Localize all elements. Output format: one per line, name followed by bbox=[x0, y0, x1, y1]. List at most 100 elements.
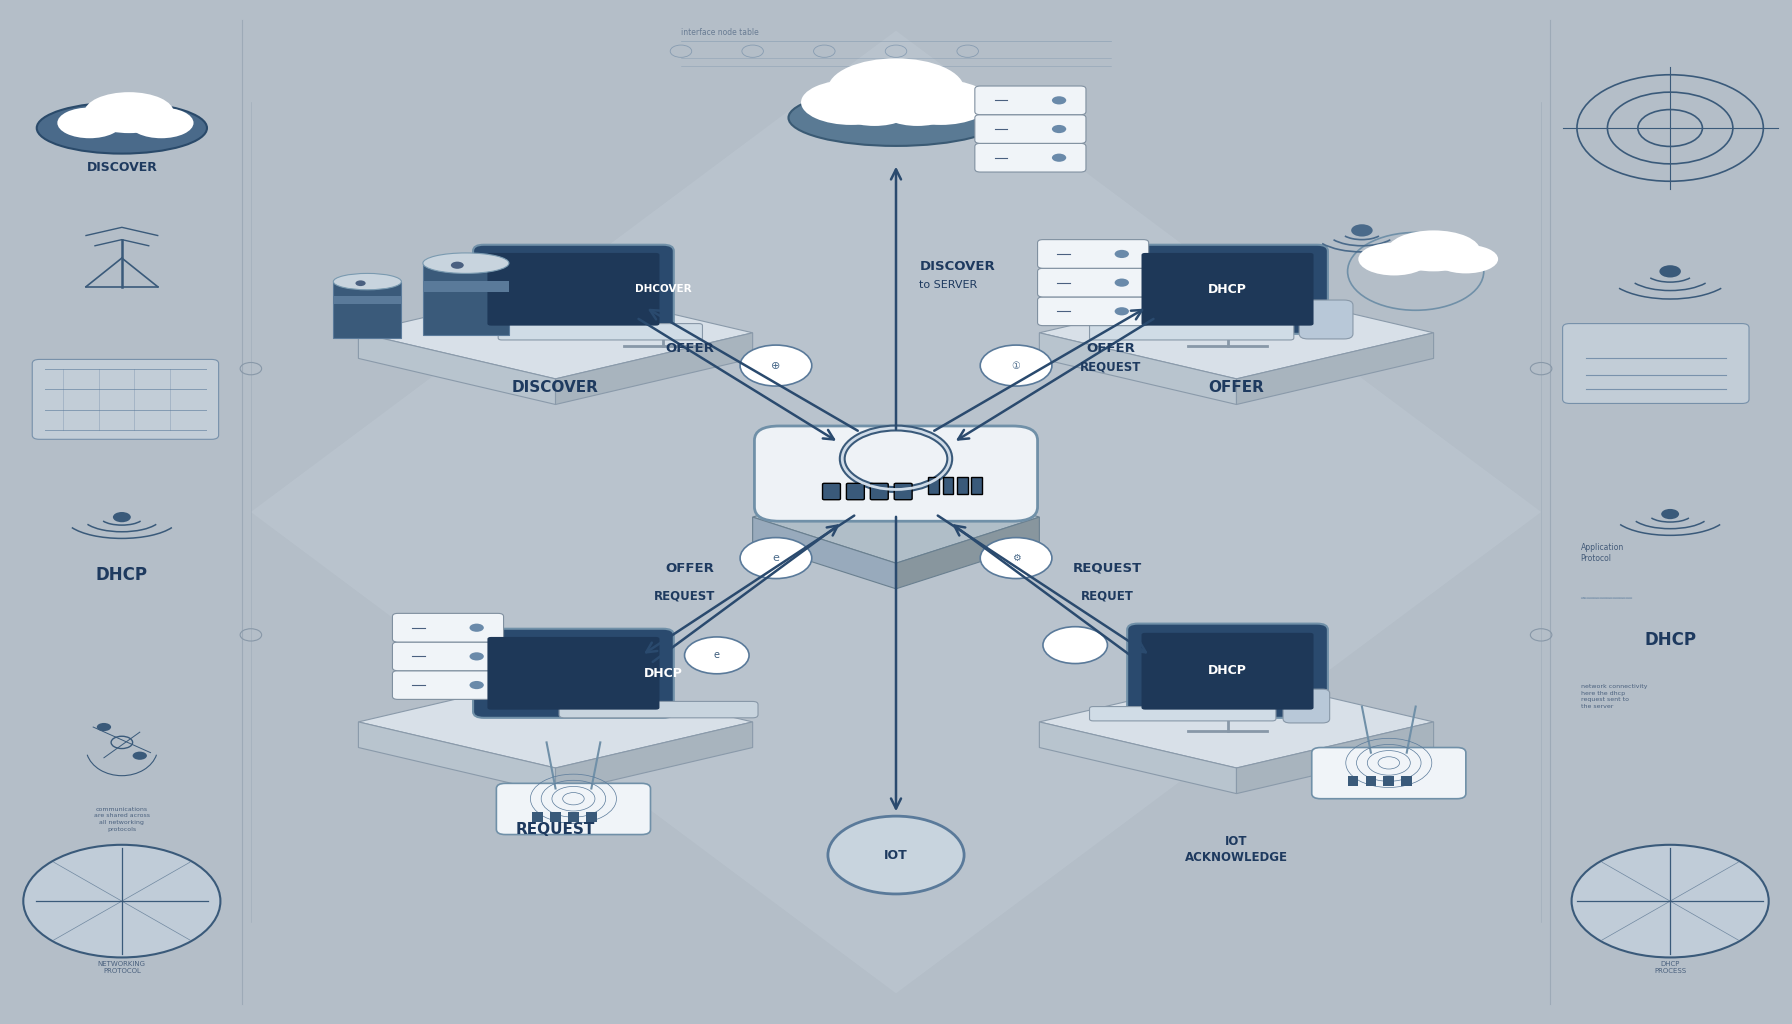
Ellipse shape bbox=[878, 89, 957, 126]
FancyBboxPatch shape bbox=[473, 629, 674, 718]
Polygon shape bbox=[358, 722, 556, 794]
Ellipse shape bbox=[891, 80, 991, 125]
Polygon shape bbox=[1236, 722, 1434, 794]
Ellipse shape bbox=[835, 89, 914, 126]
Circle shape bbox=[470, 681, 484, 689]
FancyBboxPatch shape bbox=[392, 671, 504, 699]
Polygon shape bbox=[753, 471, 1039, 563]
Circle shape bbox=[980, 345, 1052, 386]
FancyBboxPatch shape bbox=[846, 483, 864, 500]
Circle shape bbox=[740, 345, 812, 386]
Text: REQUET: REQUET bbox=[1081, 590, 1134, 602]
Polygon shape bbox=[556, 722, 753, 794]
Text: DHCP: DHCP bbox=[95, 566, 149, 585]
Ellipse shape bbox=[84, 92, 174, 133]
Text: ⚙: ⚙ bbox=[1012, 553, 1020, 563]
Text: DHCP: DHCP bbox=[1643, 631, 1697, 649]
Text: DHCP: DHCP bbox=[643, 667, 683, 680]
Text: DHCOVER: DHCOVER bbox=[634, 285, 692, 294]
Text: DISCOVER: DISCOVER bbox=[919, 260, 995, 272]
FancyBboxPatch shape bbox=[496, 783, 650, 835]
FancyBboxPatch shape bbox=[894, 483, 912, 500]
FancyBboxPatch shape bbox=[1090, 707, 1276, 721]
Text: DHCP: DHCP bbox=[1208, 664, 1247, 677]
Text: IOT: IOT bbox=[883, 849, 909, 861]
FancyBboxPatch shape bbox=[1366, 776, 1376, 786]
Ellipse shape bbox=[333, 273, 401, 290]
Text: IOT
ACKNOWLEDGE: IOT ACKNOWLEDGE bbox=[1185, 836, 1288, 864]
FancyBboxPatch shape bbox=[975, 86, 1086, 115]
FancyBboxPatch shape bbox=[423, 281, 509, 292]
Text: network connectivity
here the dhcp
request sent to
the server: network connectivity here the dhcp reque… bbox=[1581, 684, 1647, 709]
Circle shape bbox=[470, 652, 484, 660]
Polygon shape bbox=[1039, 287, 1434, 379]
Circle shape bbox=[470, 624, 484, 632]
Text: OFFER: OFFER bbox=[665, 562, 715, 574]
Text: DISCOVER: DISCOVER bbox=[513, 380, 599, 394]
FancyBboxPatch shape bbox=[957, 477, 968, 494]
Text: REQUEST: REQUEST bbox=[516, 822, 595, 837]
Text: to SERVER: to SERVER bbox=[919, 280, 978, 290]
Circle shape bbox=[23, 845, 220, 957]
Text: Application
Protocol: Application Protocol bbox=[1581, 543, 1624, 563]
Polygon shape bbox=[556, 333, 753, 404]
Ellipse shape bbox=[452, 261, 464, 268]
Text: REQUEST: REQUEST bbox=[1081, 360, 1142, 373]
FancyBboxPatch shape bbox=[1127, 624, 1328, 718]
Polygon shape bbox=[753, 517, 896, 589]
Ellipse shape bbox=[1358, 243, 1430, 275]
Ellipse shape bbox=[57, 108, 122, 138]
Polygon shape bbox=[251, 31, 1541, 993]
FancyBboxPatch shape bbox=[487, 253, 659, 326]
FancyBboxPatch shape bbox=[1563, 324, 1749, 403]
Circle shape bbox=[1043, 627, 1107, 664]
FancyBboxPatch shape bbox=[487, 637, 659, 710]
Text: NETWORKING
PROTOCOL: NETWORKING PROTOCOL bbox=[99, 961, 145, 975]
FancyBboxPatch shape bbox=[1312, 748, 1466, 799]
Polygon shape bbox=[1039, 333, 1236, 404]
Circle shape bbox=[740, 538, 812, 579]
FancyBboxPatch shape bbox=[550, 812, 561, 822]
FancyBboxPatch shape bbox=[1038, 240, 1149, 268]
Ellipse shape bbox=[129, 108, 194, 138]
FancyBboxPatch shape bbox=[498, 324, 702, 340]
Text: communications
are shared across
all networking
protocols: communications are shared across all net… bbox=[93, 807, 151, 831]
FancyBboxPatch shape bbox=[1283, 689, 1330, 723]
Text: ⊕: ⊕ bbox=[771, 360, 781, 371]
FancyBboxPatch shape bbox=[1383, 776, 1394, 786]
FancyBboxPatch shape bbox=[32, 359, 219, 439]
Circle shape bbox=[980, 538, 1052, 579]
Polygon shape bbox=[896, 517, 1039, 589]
FancyBboxPatch shape bbox=[943, 477, 953, 494]
Ellipse shape bbox=[1434, 245, 1498, 273]
Circle shape bbox=[1052, 154, 1066, 162]
FancyBboxPatch shape bbox=[423, 263, 509, 335]
FancyBboxPatch shape bbox=[1142, 253, 1314, 326]
Polygon shape bbox=[358, 333, 556, 404]
Polygon shape bbox=[1236, 333, 1434, 404]
Ellipse shape bbox=[423, 253, 509, 273]
Circle shape bbox=[828, 816, 964, 894]
Circle shape bbox=[1115, 307, 1129, 315]
Circle shape bbox=[1661, 509, 1679, 519]
FancyBboxPatch shape bbox=[392, 642, 504, 671]
Text: DHCP
PROCESS: DHCP PROCESS bbox=[1654, 961, 1686, 975]
Ellipse shape bbox=[1387, 230, 1480, 271]
FancyBboxPatch shape bbox=[928, 477, 939, 494]
Text: interface node table: interface node table bbox=[681, 29, 758, 37]
FancyBboxPatch shape bbox=[559, 701, 758, 718]
Text: OFFER: OFFER bbox=[665, 342, 715, 354]
FancyBboxPatch shape bbox=[975, 143, 1086, 172]
FancyBboxPatch shape bbox=[1127, 245, 1328, 334]
FancyBboxPatch shape bbox=[975, 115, 1086, 143]
Polygon shape bbox=[1039, 676, 1434, 768]
Ellipse shape bbox=[355, 281, 366, 286]
FancyBboxPatch shape bbox=[1401, 776, 1412, 786]
Circle shape bbox=[1052, 96, 1066, 104]
Text: OFFER: OFFER bbox=[1208, 380, 1265, 394]
Text: DHCP: DHCP bbox=[1208, 283, 1247, 296]
Ellipse shape bbox=[36, 102, 208, 154]
FancyBboxPatch shape bbox=[823, 483, 840, 500]
Circle shape bbox=[97, 723, 111, 731]
Circle shape bbox=[1572, 845, 1769, 957]
